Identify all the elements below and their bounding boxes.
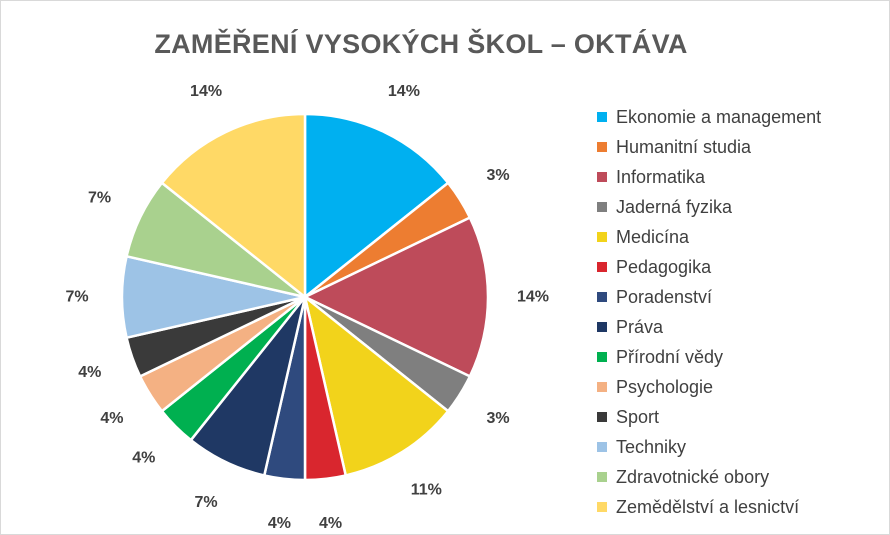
slice-label-1: 3% <box>486 167 509 184</box>
legend-label-4: Medicína <box>616 226 690 247</box>
legend-label-1: Humanitní studia <box>616 136 752 157</box>
legend-item-1: Humanitní studia <box>597 132 821 162</box>
pie-slice-4 <box>303 295 450 477</box>
legend-swatch-8 <box>597 352 607 362</box>
slice-label-11: 7% <box>65 289 88 306</box>
slice-label-10: 4% <box>78 364 101 381</box>
pie-slice-2 <box>303 216 490 378</box>
legend-swatch-11 <box>597 442 607 452</box>
legend-label-6: Poradenství <box>616 286 713 307</box>
slice-label-12: 7% <box>88 190 111 207</box>
legend-item-13: Zemědělství a lesnictví <box>597 492 821 522</box>
legend-swatch-6 <box>597 292 607 302</box>
legend-label-9: Psychologie <box>616 376 714 397</box>
legend-label-0: Ekonomie a management <box>616 106 822 127</box>
legend-label-10: Sport <box>616 406 660 427</box>
slice-label-13: 14% <box>190 83 222 100</box>
legend-label-12: Zdravotnické obory <box>616 466 770 487</box>
legend-label-11: Techniky <box>616 436 687 457</box>
slice-label-2: 14% <box>517 289 549 306</box>
legend-swatch-9 <box>597 382 607 392</box>
legend-item-0: Ekonomie a management <box>597 102 821 132</box>
slice-label-4: 11% <box>411 482 442 499</box>
legend-swatch-13 <box>597 502 607 512</box>
legend-item-12: Zdravotnické obory <box>597 462 821 492</box>
legend-item-2: Informatika <box>597 162 821 192</box>
legend-item-10: Sport <box>597 402 821 432</box>
slice-label-3: 3% <box>486 410 509 427</box>
legend-label-2: Informatika <box>616 166 706 187</box>
legend-item-5: Pedagogika <box>597 252 821 282</box>
legend-swatch-3 <box>597 202 607 212</box>
slice-label-6: 4% <box>268 515 291 532</box>
legend-label-7: Práva <box>616 316 664 337</box>
chart-title: ZAMĚŘENÍ VYSOKÝCH ŠKOL – OKTÁVA <box>154 29 688 59</box>
legend-swatch-2 <box>597 172 607 182</box>
legend-swatch-10 <box>597 412 607 422</box>
legend-swatch-1 <box>597 142 607 152</box>
legend-item-8: Přírodní vědy <box>597 342 821 372</box>
legend-swatch-4 <box>597 232 607 242</box>
legend-item-9: Psychologie <box>597 372 821 402</box>
legend-label-5: Pedagogika <box>616 256 712 277</box>
legend-label-13: Zemědělství a lesnictví <box>616 496 800 517</box>
legend-swatch-7 <box>597 322 607 332</box>
legend-swatch-12 <box>597 472 607 482</box>
legend-item-7: Práva <box>597 312 821 342</box>
legend-label-3: Jaderná fyzika <box>616 196 733 217</box>
chart-legend: Ekonomie a management Humanitní studia Inf… <box>597 102 821 522</box>
pie-slice-0 <box>303 112 450 299</box>
pie-slice-13 <box>160 112 307 299</box>
legend-item-11: Techniky <box>597 432 821 462</box>
legend-item-4: Medicína <box>597 222 821 252</box>
legend-item-6: Poradenství <box>597 282 821 312</box>
legend-label-8: Přírodní vědy <box>616 346 724 367</box>
slice-label-7: 7% <box>195 494 218 511</box>
legend-item-3: Jaderná fyzika <box>597 192 821 222</box>
slice-label-9: 4% <box>100 410 123 427</box>
slice-label-0: 14% <box>388 83 420 100</box>
slice-label-5: 4% <box>319 515 342 532</box>
legend-swatch-5 <box>597 262 607 272</box>
slice-label-8: 4% <box>132 450 155 467</box>
legend-swatch-0 <box>597 112 607 122</box>
